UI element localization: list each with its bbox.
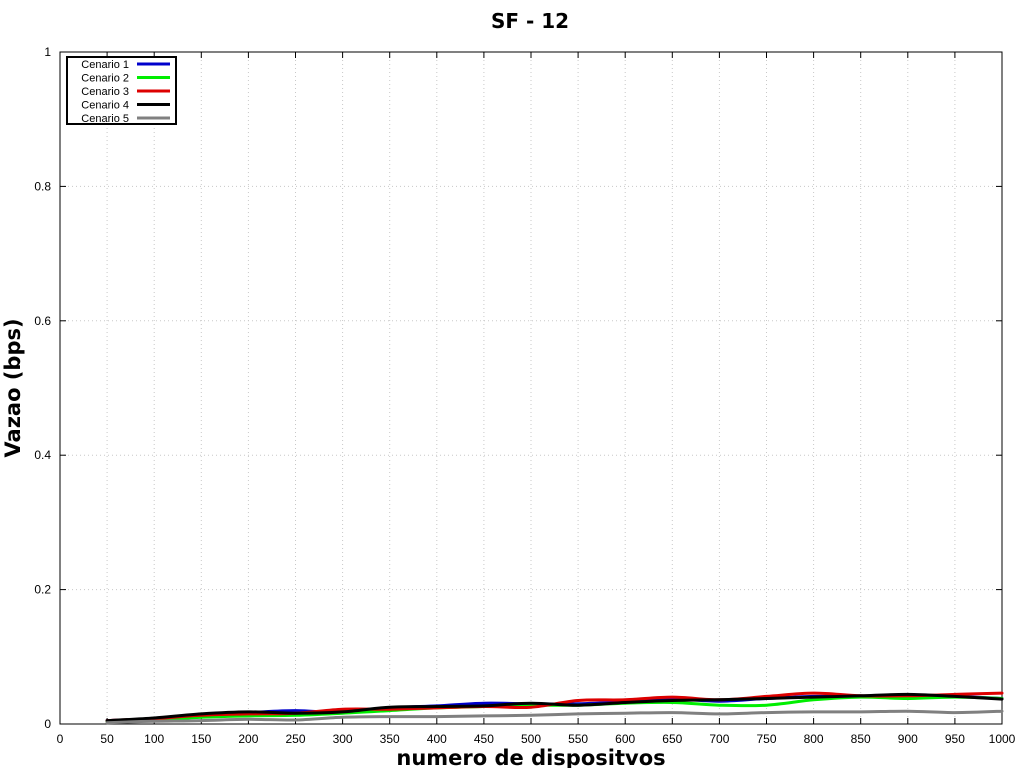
x-tick-label: 900: [898, 732, 918, 746]
y-tick-label: 0.8: [34, 179, 51, 193]
x-tick-label: 800: [804, 732, 824, 746]
x-tick-label: 250: [285, 732, 305, 746]
series-line-5: [105, 709, 1004, 725]
x-tick-label: 150: [191, 732, 211, 746]
y-tick-label: 0.6: [34, 314, 51, 328]
x-tick-label: 550: [568, 732, 588, 746]
x-tick-label: 650: [662, 732, 682, 746]
x-tick-label: 400: [427, 732, 447, 746]
axis-ticks: 0 50 100 150 200 250 300 350 400 450 500 550 600 650 7…: [34, 45, 1015, 746]
x-axis-label: numero de dispositvos: [396, 746, 665, 768]
series-line-2: [105, 695, 1004, 723]
x-tick-label: 850: [851, 732, 871, 746]
x-tick-label: 350: [380, 732, 400, 746]
x-tick-label: 750: [756, 732, 776, 746]
grid: [60, 52, 1002, 724]
legend-label-4: Cenario 4: [81, 100, 129, 112]
x-tick-label: 950: [945, 732, 965, 746]
y-tick-label: 0.2: [34, 583, 51, 597]
x-tick-label: 200: [238, 732, 258, 746]
legend-label-2: Cenario 2: [81, 73, 129, 85]
y-tick-label: 0: [44, 717, 51, 731]
legend-label-5: Cenario 5: [81, 113, 129, 125]
series-line-4: [105, 692, 1004, 723]
x-tick-label: 300: [333, 732, 353, 746]
x-tick-label: 100: [144, 732, 164, 746]
x-tick-label: 600: [615, 732, 635, 746]
legend-label-1: Cenario 1: [81, 59, 129, 71]
y-axis-label: Vazao (bps): [1, 318, 25, 457]
x-tick-label: 450: [474, 732, 494, 746]
chart-title: SF - 12: [491, 9, 569, 33]
x-tick-label: 50: [100, 732, 114, 746]
legend-label-3: Cenario 3: [81, 86, 129, 98]
x-tick-label: 0: [57, 732, 64, 746]
y-tick-label: 0.4: [34, 448, 51, 462]
x-tick-label: 500: [521, 732, 541, 746]
x-tick-label: 700: [709, 732, 729, 746]
series-lines: [105, 691, 1004, 725]
x-tick-label: 1000: [989, 732, 1016, 746]
y-tick-label: 1: [44, 45, 51, 59]
